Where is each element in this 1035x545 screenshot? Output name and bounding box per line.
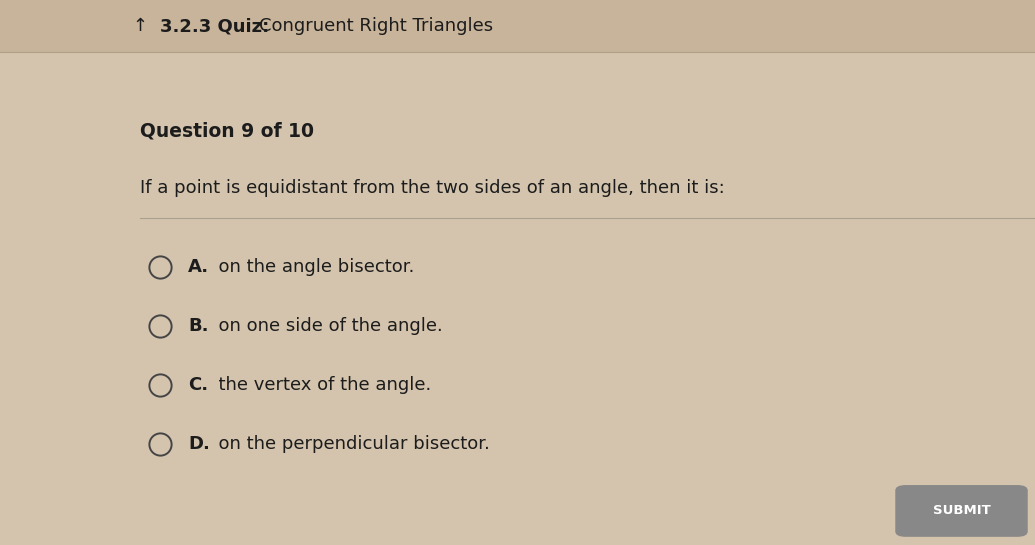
- Text: Question 9 of 10: Question 9 of 10: [140, 122, 314, 140]
- Text: the vertex of the angle.: the vertex of the angle.: [207, 376, 432, 394]
- Text: If a point is equidistant from the two sides of an angle, then it is:: If a point is equidistant from the two s…: [140, 179, 724, 197]
- FancyBboxPatch shape: [895, 485, 1028, 537]
- Text: C.: C.: [188, 376, 208, 394]
- Text: on the perpendicular bisector.: on the perpendicular bisector.: [207, 434, 490, 453]
- Text: SUBMIT: SUBMIT: [933, 504, 990, 517]
- Text: Congruent Right Triangles: Congruent Right Triangles: [259, 17, 493, 35]
- Text: B.: B.: [188, 317, 209, 335]
- Text: ↑: ↑: [132, 17, 147, 35]
- Text: 3.2.3 Quiz:: 3.2.3 Quiz:: [160, 17, 270, 35]
- Text: on one side of the angle.: on one side of the angle.: [207, 317, 443, 335]
- Bar: [0, 0, 1035, 52]
- Text: D.: D.: [188, 434, 210, 453]
- Text: on the angle bisector.: on the angle bisector.: [207, 258, 414, 276]
- Text: A.: A.: [188, 258, 209, 276]
